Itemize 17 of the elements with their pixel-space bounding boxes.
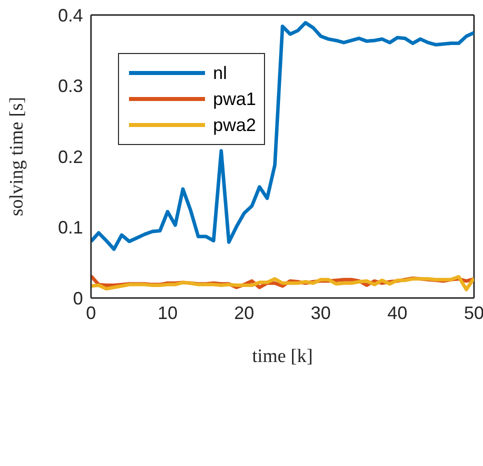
y-tick-label: 0 [72, 288, 83, 308]
y-tick-label: 0.2 [58, 146, 83, 167]
x-tick-label: 50 [464, 302, 483, 323]
legend-label: pwa1 [213, 88, 256, 110]
legend-label: pwa2 [213, 114, 256, 136]
x-tick-label: 20 [234, 302, 254, 323]
y-tick-label: 0.4 [58, 5, 83, 26]
y-axis-title: solving time [s] [6, 96, 28, 216]
x-tick-label: 10 [158, 302, 178, 323]
x-tick-label: 0 [86, 302, 96, 323]
line-series [91, 21, 474, 251]
legend-label: nl [213, 62, 228, 84]
y-tick-label: 0.3 [58, 76, 83, 96]
x-tick-label: 40 [387, 302, 408, 323]
y-tick-label: 0.1 [58, 218, 83, 238]
x-axis-title: time [k] [252, 346, 313, 367]
x-tick-label: 30 [310, 302, 331, 323]
